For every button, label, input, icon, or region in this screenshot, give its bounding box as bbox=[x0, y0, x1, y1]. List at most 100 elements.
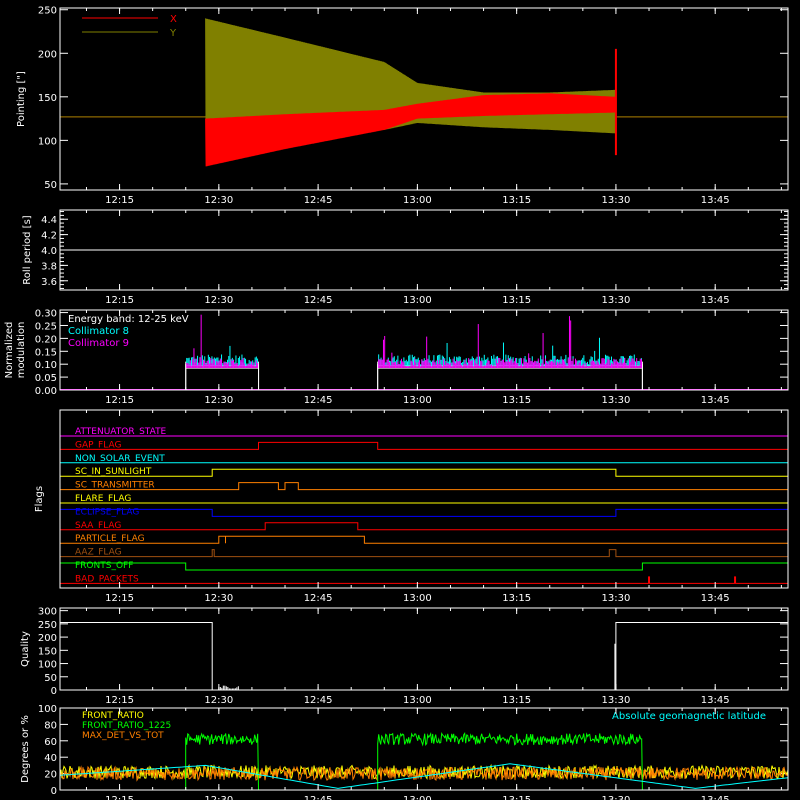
roll-ytick-label: 4.0 bbox=[41, 246, 57, 257]
modulation-xtick-label: 13:15 bbox=[502, 395, 531, 406]
ratio-geomagnetic-latitude-series bbox=[59, 763, 789, 789]
modulation-ylabel: Normalized bbox=[4, 322, 15, 379]
flags-axes-frame bbox=[59, 409, 789, 589]
ratios-legend-max-det-vs-tot: MAX_DET_VS_TOT bbox=[82, 731, 164, 741]
roll-xtick-label: 13:30 bbox=[602, 295, 631, 306]
ratios-ytick-label: 20 bbox=[44, 770, 57, 781]
roll-ytick-label: 3.6 bbox=[41, 277, 57, 288]
flags-xtick-label: 13:00 bbox=[403, 593, 432, 604]
quality-xtick-label: 12:30 bbox=[204, 695, 233, 706]
ratios-legend-front-ratio-1225: FRONT_RATIO_1225 bbox=[82, 721, 171, 731]
legend-y-label: Y bbox=[169, 28, 177, 39]
roll-period-panel: 3.6 3.8 4.0 4.2 4.4 12:15 12:30 12:45 13:00 13:15… bbox=[22, 209, 789, 306]
quality-xtick-label: 13:15 bbox=[502, 695, 531, 706]
flags-ylabel: Flags bbox=[34, 486, 45, 512]
flag-eclipse-flag-label: ECLIPSE_FLAG bbox=[75, 507, 139, 517]
modulation-ytick-label: 0.15 bbox=[35, 347, 57, 358]
modulation-legend-collimator-8: Collimator 8 bbox=[68, 326, 129, 337]
ratios-ytick-label: 60 bbox=[44, 737, 57, 748]
roll-xtick-label: 12:30 bbox=[204, 295, 233, 306]
modulation-axes-frame bbox=[59, 309, 789, 391]
flags-xtick-label: 12:15 bbox=[105, 593, 134, 604]
modulation-xtick-label: 13:30 bbox=[602, 395, 631, 406]
roll-ytick-label: 4.4 bbox=[41, 215, 57, 226]
quality-ytick-label: 300 bbox=[38, 607, 57, 618]
flags-xtick-label: 13:45 bbox=[701, 593, 730, 604]
roll-xtick-label: 13:15 bbox=[502, 295, 531, 306]
flag-non-solar-event-label: NON_SOLAR_EVENT bbox=[75, 454, 165, 464]
quality-axes-frame bbox=[59, 607, 789, 691]
flag-fronts-off-label: FRONTS_OFF bbox=[75, 561, 133, 571]
flag-sc-transmitter-label: SC_TRANSMITTER bbox=[75, 481, 155, 491]
flags-xtick-label: 13:15 bbox=[502, 593, 531, 604]
ratios-xtick-label: 13:15 bbox=[502, 795, 531, 800]
legend-x-label: X bbox=[170, 14, 177, 25]
pointing-x-series bbox=[205, 93, 617, 167]
quality-panel: 0 50 100 150 200 250 300 12:15 12:30 12:45 13:00 13… bbox=[20, 607, 789, 706]
ratios-xtick-label: 12:45 bbox=[304, 795, 333, 800]
flag-gap-flag-trace bbox=[60, 441, 788, 450]
quality-ylabel: Quality bbox=[20, 631, 31, 667]
flag-sc-in-sunlight-label: SC_IN_SUNLIGHT bbox=[75, 467, 152, 477]
modulation-ytick-label: 0.05 bbox=[35, 373, 57, 384]
modulation-energy-band-annotation: Energy band: 12-25 keV bbox=[68, 314, 189, 325]
ratio-front-ratio-series bbox=[59, 763, 789, 781]
pointing-panel: 50 100 150 200 250 XY 12:15 12:30 12:45 13:00 13:1… bbox=[16, 6, 789, 206]
flag-fronts-off-trace bbox=[59, 562, 789, 571]
ratios-ytick-label: 100 bbox=[38, 704, 57, 715]
quality-xtick-label: 12:15 bbox=[105, 695, 134, 706]
roll-ylabel: Roll period [s] bbox=[22, 215, 33, 284]
ratio-max-det-vs-tot-series bbox=[59, 765, 789, 782]
pointing-xtick-label: 12:15 bbox=[105, 195, 134, 206]
pointing-ytick-label: 200 bbox=[38, 49, 57, 60]
ratios-axes-frame bbox=[59, 707, 789, 791]
quality-ytick-label: 0 bbox=[51, 686, 57, 697]
pointing-ylabel: Pointing ["] bbox=[16, 71, 27, 127]
quality-ytick-label: 250 bbox=[38, 620, 57, 631]
flags-panel: ATTENUATOR_STATE GAP_FLAG NON_SOLAR_EVENT S… bbox=[34, 409, 789, 604]
flag-saa-flag-label: SAA_FLAG bbox=[75, 521, 121, 531]
ratios-legend-front-ratio: FRONT_RATIO bbox=[82, 711, 144, 721]
pointing-xtick-label: 12:30 bbox=[204, 195, 233, 206]
pointing-ytick-label: 100 bbox=[38, 136, 57, 147]
roll-xtick-label: 12:45 bbox=[304, 295, 333, 306]
flag-aaz-flag-label: AAZ_FLAG bbox=[75, 548, 122, 558]
ratios-xtick-label: 12:15 bbox=[105, 795, 134, 800]
flag-bad-packets-label: BAD_PACKETS bbox=[75, 574, 139, 584]
pointing-ytick-label: 50 bbox=[44, 180, 57, 191]
roll-ytick-label: 3.8 bbox=[41, 261, 57, 272]
quality-xtick-label: 12:45 bbox=[304, 695, 333, 706]
ratios-ytick-label: 80 bbox=[44, 720, 57, 731]
ratios-xtick-label: 13:45 bbox=[701, 795, 730, 800]
pointing-xtick-label: 13:45 bbox=[701, 195, 730, 206]
modulation-xtick-label: 13:45 bbox=[701, 395, 730, 406]
flag-eclipse-flag-trace bbox=[59, 508, 789, 517]
modulation-ytick-label: 0.30 bbox=[35, 309, 57, 320]
modulation-ytick-label: 0.25 bbox=[35, 321, 57, 332]
ratios-ylabel: Degrees or % bbox=[20, 715, 31, 783]
ratios-panel: 0 20 40 60 80 100 FRONT_RATIOFRONT_RATIO_1225M… bbox=[20, 704, 789, 800]
ratios-xtick-label: 13:00 bbox=[403, 795, 432, 800]
quality-series bbox=[60, 622, 788, 691]
flags-xtick-label: 13:30 bbox=[602, 593, 631, 604]
flag-aaz-flag-trace bbox=[60, 549, 788, 558]
roll-xtick-label: 13:45 bbox=[701, 295, 730, 306]
quality-xtick-label: 13:30 bbox=[602, 695, 631, 706]
quality-xtick-label: 13:00 bbox=[403, 695, 432, 706]
ratios-ytick-label: 40 bbox=[44, 753, 57, 764]
roll-xtick-label: 12:15 bbox=[105, 295, 134, 306]
pointing-ytick-label: 150 bbox=[38, 93, 57, 104]
flag-sc-transmitter-trace bbox=[60, 482, 788, 491]
modulation-xtick-label: 13:00 bbox=[403, 395, 432, 406]
flag-sc-in-sunlight-trace bbox=[60, 468, 788, 477]
quality-ytick-label: 100 bbox=[38, 660, 57, 671]
flags-xtick-label: 12:30 bbox=[204, 593, 233, 604]
pointing-xtick-label: 13:00 bbox=[403, 195, 432, 206]
modulation-ytick-label: 0.10 bbox=[35, 360, 57, 371]
roll-axes-frame bbox=[59, 209, 789, 291]
ratios-latitude-annotation: Absolute geomagnetic latitude bbox=[612, 711, 766, 722]
ratios-xtick-label: 12:30 bbox=[204, 795, 233, 800]
ratios-ytick-label: 0 bbox=[51, 786, 57, 797]
ratios-xtick-label: 13:30 bbox=[602, 795, 631, 800]
